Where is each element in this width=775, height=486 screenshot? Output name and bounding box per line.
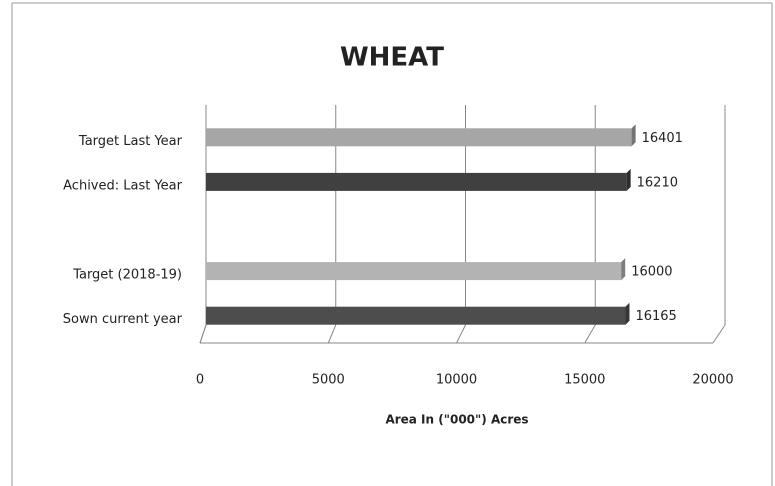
data-label: 16165 — [635, 309, 676, 324]
x-tick-label: 20000 — [692, 373, 733, 388]
x-tick-label: 10000 — [436, 373, 477, 388]
x-tick-label: 15000 — [564, 373, 605, 388]
bar — [206, 262, 622, 281]
chart-title: WHEAT — [340, 43, 444, 73]
data-label: 16210 — [637, 175, 678, 190]
bar — [206, 172, 627, 191]
bar — [206, 128, 632, 147]
grid-line — [199, 105, 207, 344]
chart-border — [11, 2, 773, 486]
bar-end — [621, 258, 626, 281]
y-tick-label: Target Last Year — [78, 134, 183, 149]
bar-end — [625, 302, 630, 325]
y-tick-label: Target (2018-19) — [72, 268, 182, 283]
back-wall — [199, 105, 207, 344]
x-axis-label: Area In ("000") Acres — [385, 413, 528, 427]
bar-end — [626, 168, 631, 191]
data-label: 16000 — [631, 265, 672, 280]
bar — [206, 306, 626, 325]
y-tick-label: Sown current year — [63, 312, 183, 327]
data-label: 16401 — [642, 131, 683, 146]
grid-line — [712, 105, 726, 344]
x-tick-label: 5000 — [312, 373, 345, 388]
bar-end — [631, 124, 636, 147]
y-tick-label: Achived: Last Year — [63, 178, 183, 193]
x-tick-label: 0 — [196, 373, 204, 388]
